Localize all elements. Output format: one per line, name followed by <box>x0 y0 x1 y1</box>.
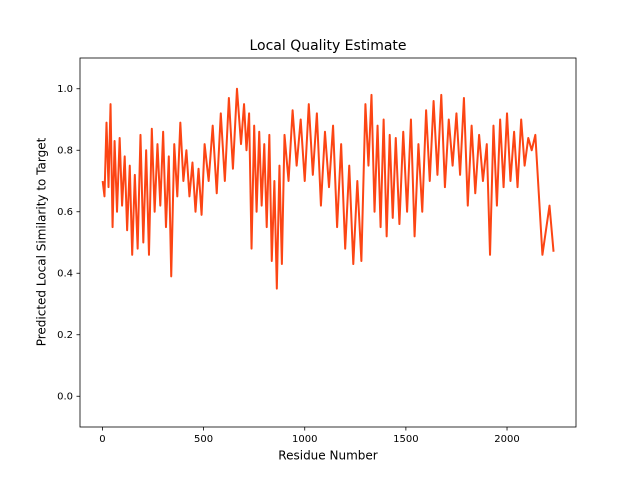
x-tick-label: 0 <box>99 434 105 445</box>
y-tick-label: 0.8 <box>57 145 73 156</box>
x-axis-label: Residue Number <box>278 449 377 463</box>
y-tick-label: 0.2 <box>57 330 73 341</box>
y-tick-label: 0.0 <box>57 391 73 402</box>
x-tick-label: 1000 <box>292 434 317 445</box>
y-tick-label: 0.6 <box>57 207 73 218</box>
y-tick-label: 1.0 <box>57 84 73 95</box>
chart-title: Local Quality Estimate <box>249 38 406 54</box>
x-tick-label: 1500 <box>393 434 418 445</box>
x-tick-label: 500 <box>194 434 213 445</box>
y-axis-label: Predicted Local Similarity to Target <box>35 137 49 346</box>
y-tick-label: 0.4 <box>57 268 73 279</box>
plot-frame <box>79 57 577 428</box>
x-tick-label: 2000 <box>494 434 519 445</box>
line-series <box>101 87 555 290</box>
